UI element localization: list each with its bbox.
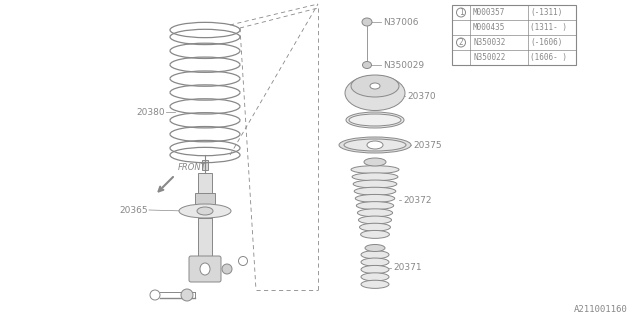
Text: M000435: M000435 (473, 23, 506, 32)
Ellipse shape (353, 180, 397, 188)
Ellipse shape (239, 257, 248, 266)
Ellipse shape (364, 158, 386, 166)
Ellipse shape (179, 204, 231, 218)
FancyBboxPatch shape (195, 193, 215, 207)
Ellipse shape (339, 137, 411, 153)
Text: 20380: 20380 (136, 108, 165, 116)
Ellipse shape (150, 290, 160, 300)
Ellipse shape (355, 195, 395, 202)
Text: M000357: M000357 (473, 8, 506, 17)
Text: (1606- ): (1606- ) (530, 53, 567, 62)
Ellipse shape (365, 244, 385, 252)
Text: (1311- ): (1311- ) (530, 23, 567, 32)
Text: (-1606): (-1606) (530, 38, 563, 47)
Ellipse shape (370, 83, 380, 89)
Ellipse shape (361, 265, 389, 274)
Ellipse shape (358, 216, 392, 224)
FancyBboxPatch shape (198, 218, 212, 258)
Ellipse shape (344, 139, 406, 151)
Ellipse shape (362, 61, 371, 68)
Text: 20370: 20370 (407, 92, 436, 100)
Ellipse shape (352, 173, 398, 181)
FancyBboxPatch shape (198, 173, 212, 225)
FancyBboxPatch shape (202, 160, 208, 170)
Ellipse shape (357, 209, 392, 217)
Text: 20371: 20371 (393, 263, 422, 273)
Text: A211001160: A211001160 (574, 305, 628, 314)
Ellipse shape (367, 141, 383, 149)
Ellipse shape (181, 289, 193, 301)
FancyBboxPatch shape (189, 256, 221, 282)
Ellipse shape (360, 230, 389, 238)
Text: FRONT: FRONT (178, 163, 207, 172)
Text: 2: 2 (241, 258, 245, 264)
Text: 20372: 20372 (403, 196, 431, 204)
Text: 1: 1 (153, 292, 157, 298)
Text: 20375: 20375 (413, 140, 442, 149)
Text: N37006: N37006 (383, 18, 419, 27)
Ellipse shape (361, 280, 389, 288)
Text: 2: 2 (459, 38, 463, 47)
Ellipse shape (346, 112, 404, 128)
Ellipse shape (345, 76, 405, 110)
Ellipse shape (362, 18, 372, 26)
Text: (-1311): (-1311) (530, 8, 563, 17)
Ellipse shape (354, 187, 396, 195)
Text: N350022: N350022 (473, 53, 506, 62)
Text: N350029: N350029 (383, 60, 424, 69)
Text: 20365: 20365 (120, 205, 148, 214)
Ellipse shape (351, 75, 399, 97)
Ellipse shape (200, 263, 210, 275)
Ellipse shape (197, 207, 213, 215)
Ellipse shape (222, 264, 232, 274)
Ellipse shape (361, 258, 389, 266)
Ellipse shape (351, 166, 399, 173)
Text: 1: 1 (459, 8, 463, 17)
Ellipse shape (360, 223, 390, 231)
Ellipse shape (361, 251, 389, 259)
Ellipse shape (349, 114, 401, 126)
Text: N350032: N350032 (473, 38, 506, 47)
Ellipse shape (361, 273, 389, 281)
Ellipse shape (356, 202, 394, 210)
